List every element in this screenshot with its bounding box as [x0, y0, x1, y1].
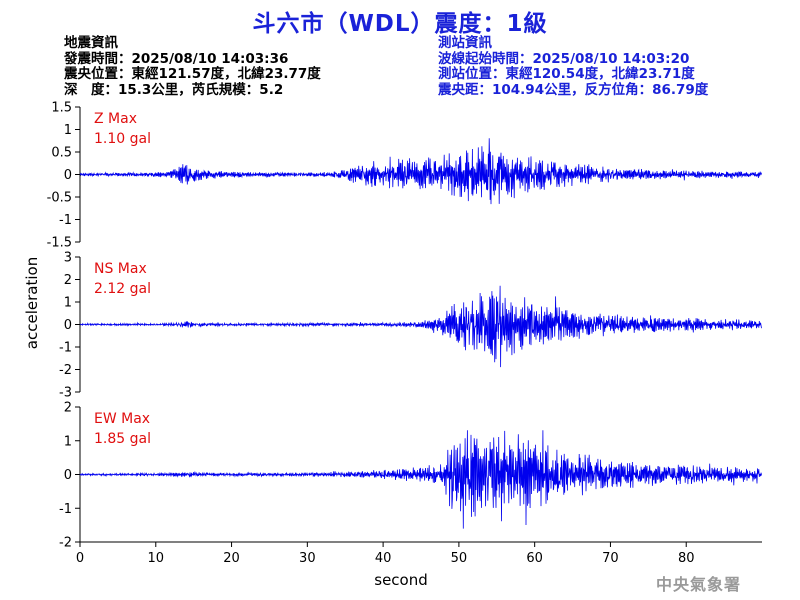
quake-info-header: 地震資訊	[64, 35, 118, 51]
ns-max-value: 2.12 gal	[94, 281, 151, 297]
ns-y-tick-label: 0	[64, 318, 72, 333]
station-info-header: 測站資訊	[438, 35, 492, 51]
origin-time: 發震時間：2025/08/10 14:03:36	[64, 50, 289, 67]
quake-info: 地震資訊 發震時間：2025/08/10 14:03:36 震央位置：東經121…	[64, 35, 321, 98]
station-info: 測站資訊 波線起始時間：2025/08/10 14:03:20 測站位置：東經1…	[438, 35, 709, 98]
z-y-tick-label: 1.5	[51, 101, 72, 116]
x-tick-label: 60	[526, 551, 543, 566]
ns-y-tick-label: -2	[59, 363, 72, 378]
x-tick-label: 80	[678, 551, 695, 566]
x-tick-label: 50	[451, 551, 468, 566]
station-location: 測站位置：東經120.54度，北緯23.71度	[438, 66, 695, 82]
z-y-tick-label: 0.5	[51, 146, 72, 161]
agency-name: 中央氣象署	[656, 575, 742, 594]
distance-azimuth: 震央距：104.94公里，反方位角：86.79度	[438, 81, 709, 98]
x-tick-label: 40	[375, 551, 392, 566]
x-tick-label: 20	[223, 551, 240, 566]
wave-start-time: 波線起始時間：2025/08/10 14:03:20	[438, 50, 690, 67]
ns-y-tick-label: 1	[64, 296, 72, 311]
x-tick-label: 30	[299, 551, 316, 566]
ew-max-value: 1.85 gal	[94, 431, 151, 447]
ns-y-tick-label: -1	[59, 341, 72, 356]
ew-y-tick-label: 2	[64, 401, 72, 416]
z-waveform	[79, 138, 762, 205]
ns-y-tick-label: 3	[64, 251, 72, 266]
ew-y-tick-label: 0	[64, 468, 72, 483]
ew-max-label: EW Max	[94, 411, 150, 427]
ew-waveform	[79, 430, 762, 529]
ns-waveform	[79, 285, 762, 368]
x-axis-label: second	[374, 571, 428, 589]
z-max-value: 1.10 gal	[94, 131, 151, 147]
page-title: 斗六市（WDL）震度：1級	[252, 11, 548, 37]
x-tick-label: 0	[76, 551, 84, 566]
depth-magnitude: 深 度：15.3公里，芮氏規模：5.2	[64, 81, 284, 98]
z-y-tick-label: 1	[64, 123, 72, 138]
z-y-tick-label: -1.5	[47, 236, 72, 251]
y-axis-label: acceleration	[23, 257, 41, 349]
z-y-tick-label: -1	[59, 213, 72, 228]
epicenter: 震央位置：東經121.57度，北緯23.77度	[64, 66, 321, 82]
ns-max-label: NS Max	[94, 261, 147, 277]
z-y-tick-label: 0	[64, 168, 72, 183]
ew-y-tick-label: -2	[59, 536, 72, 551]
z-max-label: Z Max	[94, 111, 137, 127]
ew-y-tick-label: -1	[59, 502, 72, 517]
z-y-tick-label: -0.5	[47, 191, 72, 206]
ns-y-tick-label: -3	[59, 386, 72, 401]
x-tick-label: 10	[148, 551, 165, 566]
ns-y-tick-label: 2	[64, 273, 72, 288]
ew-y-tick-label: 1	[64, 434, 72, 449]
x-tick-label: 70	[602, 551, 619, 566]
